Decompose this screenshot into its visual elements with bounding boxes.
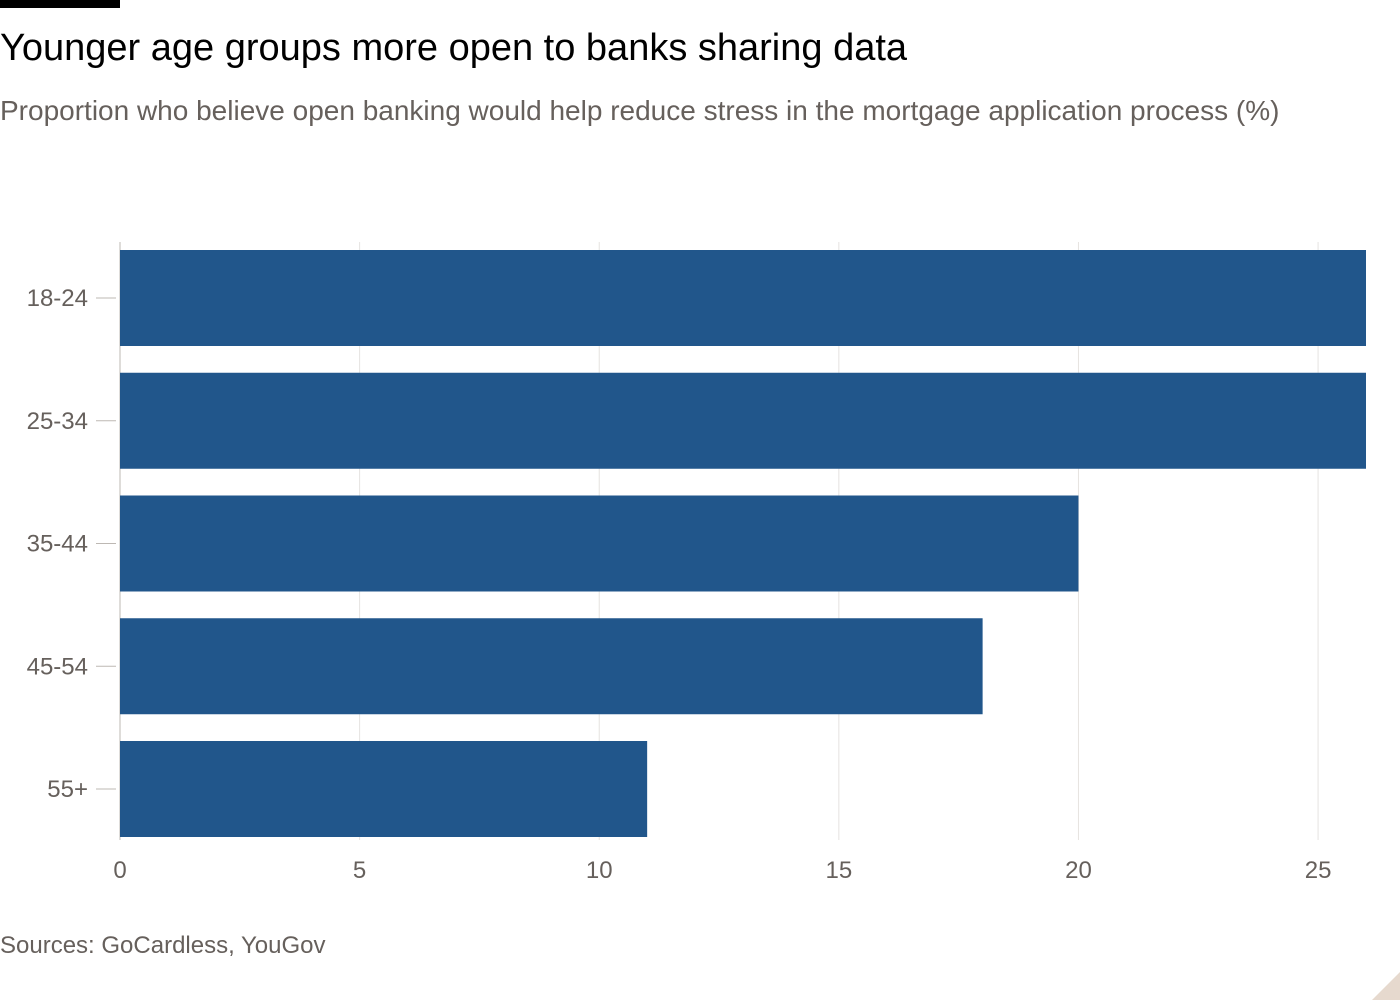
bar <box>120 618 983 715</box>
x-tick-label: 10 <box>586 857 613 884</box>
category-label: 35-44 <box>27 531 88 558</box>
category-label: 25-34 <box>27 408 88 435</box>
bar <box>120 741 648 837</box>
x-tick-label: 5 <box>353 857 366 884</box>
category-label: 55+ <box>47 776 88 803</box>
chart-title: Younger age groups more open to banks sh… <box>0 27 908 69</box>
bar <box>120 495 1079 592</box>
category-label: 18-24 <box>27 285 88 312</box>
top-rule <box>0 0 120 8</box>
x-tick-label: 20 <box>1065 857 1092 884</box>
source-note: Sources: GoCardless, YouGov <box>0 932 326 959</box>
category-label: 45-54 <box>27 653 88 680</box>
bar <box>120 372 1366 469</box>
bar <box>120 250 1366 346</box>
x-tick-label: 0 <box>113 857 126 884</box>
x-tick-label: 15 <box>825 857 852 884</box>
chart-subtitle: Proportion who believe open banking woul… <box>0 95 1280 126</box>
x-tick-label: 25 <box>1305 857 1332 884</box>
corner-mark <box>1372 972 1400 1000</box>
